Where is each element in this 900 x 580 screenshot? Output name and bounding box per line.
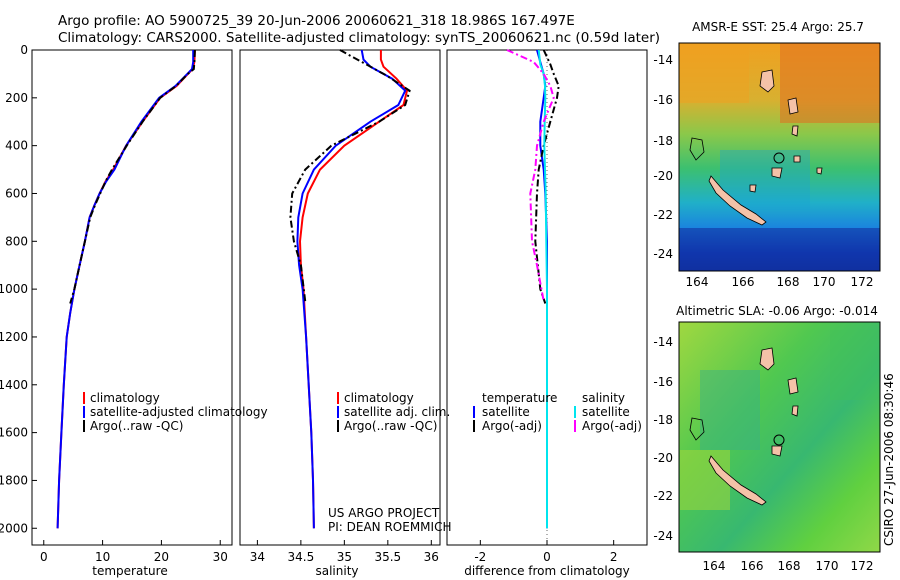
sst-xtick: 172 — [851, 275, 874, 289]
temperature-ytick-label: 2000 — [0, 521, 28, 535]
difference-xlabel: difference from climatology — [464, 564, 630, 578]
header-line-1: Argo profile: AO 5900725_39 20-Jun-2006 … — [58, 13, 575, 29]
salinity-xtick-label: 35.5 — [374, 550, 401, 564]
sla-ytick: -22 — [653, 489, 673, 503]
temperature-series-0-line — [56, 49, 196, 529]
header-line-2: Climatology: CARS2000. Satellite-adjuste… — [58, 30, 660, 46]
sla-xtick: 170 — [816, 559, 839, 573]
pi-credit: PI: DEAN ROEMMICH — [328, 520, 451, 534]
temperature-xlabel: temperature — [92, 564, 167, 578]
temperature-ytick-label: 200 — [5, 91, 28, 105]
difference-legend-salinity-title: salinity — [582, 391, 625, 405]
temperature-ytick-label: 1800 — [0, 473, 28, 487]
salinity-legend: climatology satellite adj. clim. Argo(..… — [337, 391, 450, 433]
sla-xtick: 172 — [851, 559, 874, 573]
sla-xtick: 168 — [778, 559, 801, 573]
project-credit: US ARGO PROJECT — [328, 506, 440, 520]
salinity-legend-satellite: satellite adj. clim. — [344, 405, 450, 419]
temperature-frame — [31, 49, 233, 546]
sst-ytick: -20 — [653, 169, 673, 183]
sla-map: Altimetric SLA: -0.06 Argo: -0.014 164 1… — [653, 304, 881, 573]
sst-map: AMSR-E SST: 25.4 Argo: 25.7 164 166 168 … — [653, 20, 881, 289]
temperature-ytick-label: 800 — [5, 234, 28, 248]
temperature-ytick-label: 600 — [5, 186, 28, 200]
salinity-xtick-label: 35 — [337, 550, 352, 564]
salinity-series-2-line — [289, 49, 411, 302]
sla-ytick: -14 — [653, 335, 673, 349]
difference-legend-temperature-satellite: satellite — [482, 405, 530, 419]
sst-ytick: -14 — [653, 53, 673, 67]
sst-ytick: -16 — [653, 93, 673, 107]
sst-ytick: -18 — [653, 134, 673, 148]
salinity-xtick-label: 34.5 — [288, 550, 315, 564]
sla-map-frame — [678, 321, 881, 553]
sst-ytick: -22 — [653, 208, 673, 222]
sst-float-marker — [773, 152, 785, 164]
sla-float-marker — [773, 434, 785, 446]
difference-legend-temperature-argo: Argo(-adj) — [482, 419, 542, 433]
sst-ytick: -24 — [653, 247, 673, 261]
temperature-ytick-label: 1000 — [0, 282, 28, 296]
temperature-legend-argo: Argo(..raw -QC) — [90, 419, 183, 433]
sst-xtick: 170 — [813, 275, 836, 289]
temperature-legend-climatology: climatology — [90, 391, 160, 405]
timestamp-label: CSIRO 27-Jun-2006 08:30:46 — [882, 373, 896, 546]
temperature-legend: climatology satellite-adjusted climatolo… — [83, 391, 268, 433]
difference-legend: temperature satellite Argo(-adj) salinit… — [473, 391, 642, 433]
difference-xtick-label: 2 — [610, 550, 618, 564]
temperature-ytick-label: 400 — [5, 139, 28, 153]
temperature-series-1-line — [56, 50, 195, 529]
salinity-plot: 34 34.5 35 35.5 36 salinity — [239, 49, 441, 578]
sla-xtick: 164 — [703, 559, 726, 573]
temperature-ytick-label: 1200 — [0, 330, 28, 344]
sla-ytick: -20 — [653, 451, 673, 465]
temperature-ytick-label: 0 — [20, 43, 28, 57]
temperature-series-2-line — [69, 49, 196, 304]
sst-xtick: 164 — [686, 275, 709, 289]
sst-xtick: 166 — [732, 275, 755, 289]
sla-map-title: Altimetric SLA: -0.06 Argo: -0.014 — [676, 304, 878, 318]
temperature-xtick-label: 10 — [95, 550, 110, 564]
difference-legend-temperature-title: temperature — [482, 391, 557, 405]
sst-map-title: AMSR-E SST: 25.4 Argo: 25.7 — [692, 20, 864, 34]
sla-xtick: 166 — [741, 559, 764, 573]
salinity-series-1-line — [296, 49, 407, 529]
temperature-xtick-label: 20 — [154, 550, 169, 564]
difference-series-2-line — [537, 49, 548, 529]
salinity-xlabel: salinity — [315, 564, 358, 578]
difference-series-3-line — [506, 49, 555, 302]
sst-map-frame — [678, 42, 881, 272]
difference-xtick-label: -2 — [474, 550, 486, 564]
sst-xtick: 168 — [777, 275, 800, 289]
sla-ytick: -16 — [653, 375, 673, 389]
salinity-xtick-label: 36 — [424, 550, 439, 564]
salinity-xtick-label: 34 — [250, 550, 265, 564]
temperature-plot: 0 10 20 30 0 200 400 600 800 1000 1200 1400 1600 1800… — [0, 43, 233, 578]
temperature-ytick-label: 1600 — [0, 426, 28, 440]
difference-legend-salinity-argo: Argo(-adj) — [582, 419, 642, 433]
sla-ytick: -18 — [653, 413, 673, 427]
salinity-legend-climatology: climatology — [344, 391, 414, 405]
sla-ytick: -24 — [653, 529, 673, 543]
difference-xtick-label: 0 — [543, 550, 551, 564]
temperature-ytick-label: 1400 — [0, 378, 28, 392]
difference-plot: -2 0 2 difference from climatology — [446, 49, 648, 578]
salinity-series-0-line — [298, 50, 409, 529]
temperature-xtick-label: 0 — [40, 550, 48, 564]
salinity-legend-argo: Argo(..raw -QC) — [344, 419, 437, 433]
temperature-legend-satellite: satellite-adjusted climatology — [90, 405, 268, 419]
temperature-xtick-label: 30 — [213, 550, 228, 564]
difference-legend-salinity-satellite: satellite — [582, 405, 630, 419]
salinity-frame — [239, 49, 441, 546]
